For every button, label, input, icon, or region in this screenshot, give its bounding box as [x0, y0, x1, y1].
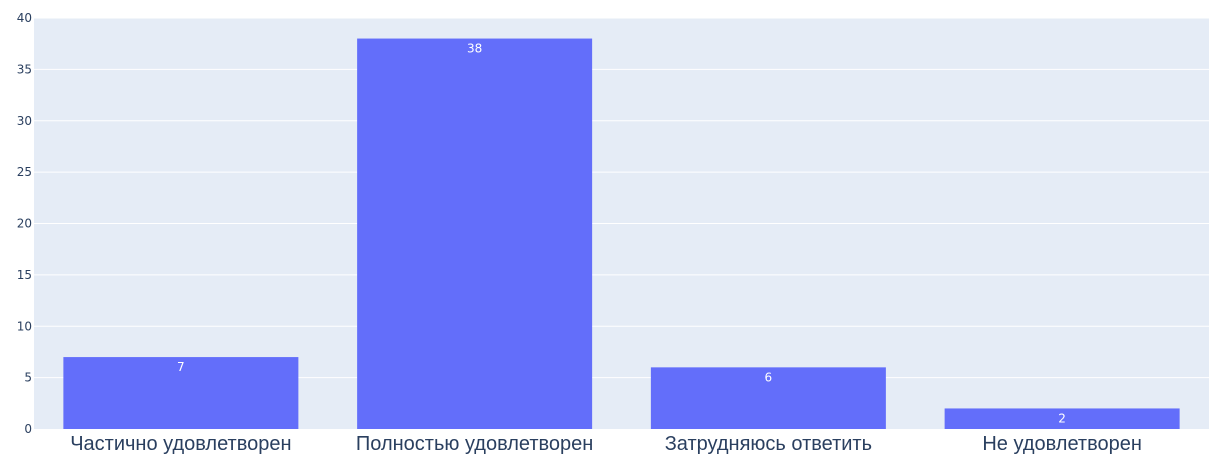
bar	[63, 357, 299, 429]
data-label: 7	[177, 360, 185, 374]
x-category-label: Частично удовлетворен	[70, 433, 291, 455]
y-tick-label: 20	[17, 217, 32, 231]
data-label: 38	[467, 42, 482, 56]
y-tick-label: 5	[24, 371, 32, 385]
y-tick-label: 30	[17, 114, 32, 128]
data-label: 6	[765, 370, 773, 384]
y-tick-label: 0	[24, 422, 32, 436]
y-tick-label: 10	[17, 319, 32, 333]
bar	[944, 408, 1180, 429]
x-category-label: Затрудняюсь ответить	[665, 433, 872, 455]
data-label: 2	[1058, 411, 1066, 425]
y-tick-label: 25	[17, 165, 32, 179]
x-axis-categories: Частично удовлетворен Полностью удовлетво…	[70, 433, 1142, 455]
data-labels: 7 38 6 2	[177, 42, 1066, 426]
y-axis-ticks: 0 5 10 15 20 25 30 35 40	[17, 11, 32, 436]
x-category-label: Не удовлетворен	[982, 433, 1142, 455]
x-category-label: Полностью удовлетворен	[356, 433, 593, 455]
bars	[63, 38, 1180, 430]
y-tick-label: 35	[17, 62, 32, 76]
bar	[650, 367, 886, 429]
bar	[357, 38, 593, 430]
y-tick-label: 15	[17, 268, 32, 282]
y-tick-label: 40	[17, 11, 32, 25]
